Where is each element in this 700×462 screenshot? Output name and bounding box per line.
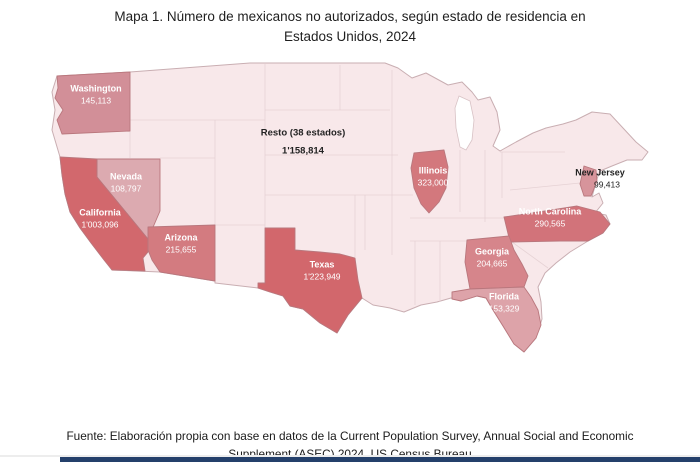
window-edge-shadow <box>0 455 700 457</box>
state-shape-new-jersey <box>579 165 598 197</box>
state-shape-georgia <box>464 235 529 290</box>
state-shape-california <box>59 156 149 272</box>
figure-title-line2: Estados Unidos, 2024 <box>283 29 417 45</box>
figure-title: Mapa 1. Número de mexicanos no autorizad… <box>0 7 700 48</box>
window-bottom-bar <box>60 457 700 462</box>
state-shape-florida <box>451 286 542 353</box>
lake-michigan-shape <box>454 95 475 151</box>
state-shape-arizona <box>147 224 216 282</box>
figure-title-line1: Mapa 1. Número de mexicanos no autorizad… <box>114 9 586 24</box>
state-shape-illinois <box>410 149 449 214</box>
state-shape-washington <box>54 71 131 135</box>
state-shape-texas <box>257 227 363 334</box>
source-note-line1: Fuente: Elaboración propia con base en d… <box>66 429 634 443</box>
state-shape-north-carolina <box>503 205 611 243</box>
